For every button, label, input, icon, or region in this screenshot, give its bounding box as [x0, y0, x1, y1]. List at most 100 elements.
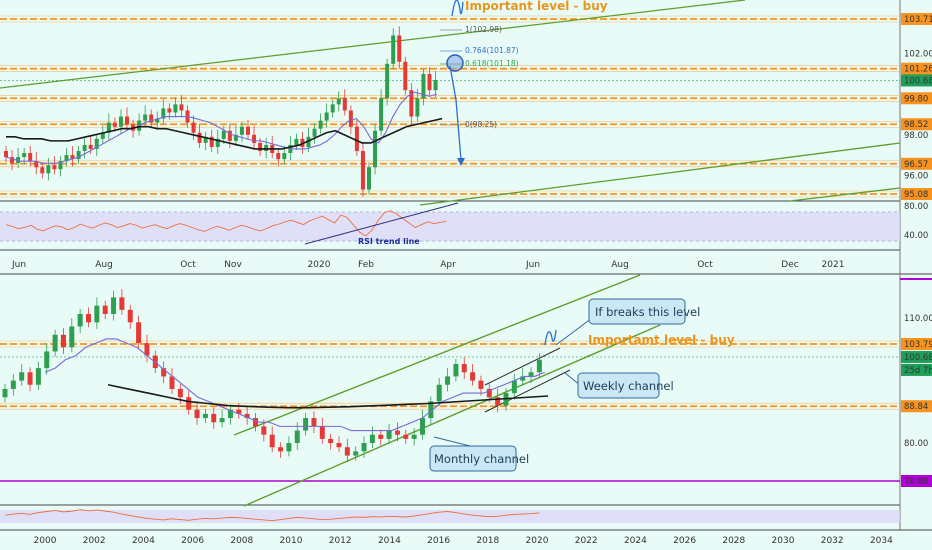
top-candle-body-58	[354, 126, 359, 152]
top-candle-body-38	[233, 134, 238, 141]
top-candle-body-69	[421, 73, 426, 99]
bot-candle-body-57	[478, 380, 484, 389]
top-candle-body-13	[82, 144, 87, 152]
bot-candle-body-24	[202, 413, 208, 419]
top-candle-body-42	[258, 142, 263, 152]
bot-candle-body-42	[353, 451, 359, 456]
top-candle-body-32	[197, 132, 202, 143]
top-candle-body-20	[125, 116, 129, 125]
top-candle-body-28	[173, 104, 178, 113]
bot-ma-slow	[107, 383, 549, 409]
bottom-moving-averages	[44, 338, 549, 432]
top-candle-body-46	[282, 153, 287, 160]
fibonacci-tool: 1(102.98) 0.764(101.87) 0.618(101.18) 0(…	[440, 0, 519, 166]
top-x-tick-8: Aug	[611, 260, 629, 270]
top-x-tick-10: Dec	[781, 260, 798, 270]
monthly-channel-bubble	[429, 445, 517, 472]
bot-candle-body-9	[77, 313, 83, 327]
top-candle-body-53	[324, 112, 329, 121]
top-wave-squiggle	[451, 0, 464, 17]
bottom-important-level-label: Importamt level - buy	[588, 333, 735, 347]
top-price-label-0-bg	[901, 13, 932, 25]
bot-candle-body-21	[177, 388, 183, 398]
top-candle-body-25	[155, 118, 160, 123]
top-candles	[4, 26, 438, 197]
monthly-channel-text: Monthly channel	[434, 452, 529, 466]
bot-candle-body-0	[2, 388, 8, 398]
top-candle-body-37	[227, 130, 232, 141]
top-x-tick-4: 2020	[308, 260, 331, 270]
bot-candle-body-61	[511, 380, 517, 394]
top-rsi	[5, 210, 447, 237]
bot-price-label-3: 25d 7h	[904, 366, 932, 376]
monthly-channel-lower	[243, 324, 661, 507]
top-rsi-tick-0: 80.00	[904, 202, 928, 212]
bot-candle-body-51	[428, 401, 434, 419]
top-candle-body-66	[403, 61, 408, 91]
bot-x-tick-2: 2004	[132, 536, 155, 546]
top-upper-trendline	[0, 0, 746, 89]
fib-label-1: 1(102.98)	[465, 25, 502, 34]
bot-candle-body-7	[60, 334, 66, 348]
top-price-label-7-bg	[901, 157, 932, 170]
bot-candle-body-5	[44, 351, 50, 369]
top-candle-body-1	[10, 157, 15, 164]
bot-x-tick-13: 2026	[673, 536, 696, 546]
bot-price-label-6: 70.88	[904, 477, 928, 487]
bot-x-tick-8: 2016	[427, 536, 450, 546]
top-candle-body-41	[252, 134, 257, 143]
bot-candle-body-44	[369, 434, 375, 444]
bot-candle-body-37	[311, 418, 317, 427]
weekly-channel-text: Weekly channel	[583, 379, 674, 393]
top-price-label-5-bg	[901, 118, 932, 131]
top-price-label-3: 100.68	[904, 76, 932, 86]
bot-x-tick-16: 2032	[821, 536, 844, 546]
bot-candle-body-10	[86, 313, 91, 323]
bot-candle-body-40	[336, 443, 342, 448]
projection-arrow-head	[457, 158, 465, 166]
top-candle-body-34	[209, 136, 214, 147]
bot-candle-body-6	[52, 334, 58, 352]
bot-price-label-1-bg	[901, 338, 932, 350]
bot-candle-body-63	[528, 372, 534, 377]
bot-candle-body-12	[102, 305, 108, 314]
top-candle-body-24	[149, 114, 154, 123]
top-moving-averages	[5, 91, 443, 164]
top-price-label-8: 96.00	[904, 171, 928, 181]
top-trend-lines	[0, 0, 901, 206]
bot-x-tick-4: 2008	[230, 536, 253, 546]
top-price-label-4: 99.80	[904, 94, 928, 104]
bot-candle-body-19	[161, 368, 167, 377]
top-candle-body-63	[385, 63, 390, 99]
bottom-wave-squiggle	[544, 329, 557, 346]
top-candle-body-19	[118, 116, 123, 127]
top-rsi-line	[5, 210, 447, 237]
top-candle-body-4	[28, 153, 33, 162]
top-candle-body-64	[391, 35, 396, 64]
bot-candle-body-27	[227, 409, 233, 419]
bot-candle-body-14	[119, 297, 125, 310]
target-circle-marker	[446, 54, 464, 72]
top-candle-body-40	[246, 126, 250, 135]
bot-price-label-2: 100.68	[904, 353, 932, 363]
bot-price-label-4: 88.84	[904, 402, 928, 412]
bot-candle-body-50	[420, 418, 425, 435]
bot-price-label-2-bg	[901, 350, 932, 363]
bot-x-tick-0: 2000	[34, 536, 57, 546]
if-breaks-callout: If breaks this level	[555, 298, 700, 346]
monthly-channel-callout: Monthly channel	[429, 436, 529, 472]
top-candle-body-59	[360, 151, 365, 190]
bot-x-tick-11: 2022	[575, 536, 598, 546]
bot-candle-body-47	[394, 430, 400, 435]
top-candle-body-16	[100, 132, 105, 139]
bot-candle-body-46	[386, 430, 392, 439]
rsi-trend-line	[304, 202, 459, 245]
top-price-label-1: 102.00	[904, 50, 932, 60]
top-x-axis: Jun Aug Oct Nov 2020 Feb Apr Jun Aug Oct Dec 2021	[11, 260, 844, 270]
weekly-channel-bubble	[577, 372, 660, 399]
bot-candle-body-17	[144, 343, 150, 356]
bot-candle-body-13	[111, 297, 117, 314]
bot-candle-body-62	[520, 376, 526, 381]
top-candle-body-29	[179, 104, 184, 111]
